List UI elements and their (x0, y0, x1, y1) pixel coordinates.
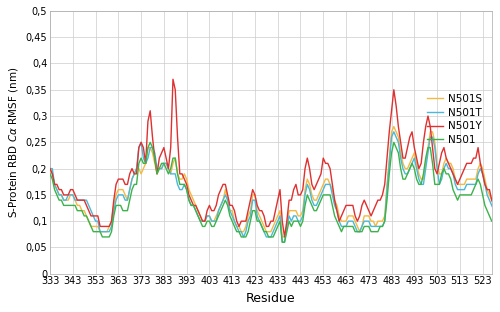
N501S (418, 177, 424, 181)
Legend: N501S, N501T, N501Y, N501: N501S, N501T, N501Y, N501 (423, 90, 486, 149)
Line: N501T: N501T (50, 111, 500, 242)
N501T (270, 230, 276, 234)
Line: N501Y: N501Y (50, 79, 500, 237)
Line: N501: N501 (50, 127, 500, 242)
N501Y (122, 183, 128, 186)
N501 (270, 235, 276, 239)
N501S (356, 230, 362, 234)
N501T (122, 198, 128, 202)
N501 (60, 203, 66, 207)
Y-axis label: S-Protein RBD $\mathit{C}$$\alpha$ RMSF (nm): S-Protein RBD $\mathit{C}$$\alpha$ RMSF … (7, 67, 20, 218)
N501T (47, 167, 53, 170)
N501S (280, 235, 285, 239)
N501Y (170, 77, 176, 81)
N501S (184, 177, 190, 181)
N501S (450, 167, 456, 170)
N501S (391, 125, 397, 129)
N501Y (47, 167, 53, 170)
N501S (150, 151, 156, 155)
N501 (122, 209, 128, 212)
N501 (47, 172, 53, 176)
N501Y (282, 235, 288, 239)
N501Y (272, 209, 278, 212)
X-axis label: Residue: Residue (246, 292, 296, 305)
Line: N501S: N501S (50, 127, 500, 237)
N501T (280, 240, 285, 244)
N501S (47, 167, 53, 170)
N501Y (60, 193, 66, 197)
N501T (60, 198, 66, 202)
N501 (280, 240, 285, 244)
